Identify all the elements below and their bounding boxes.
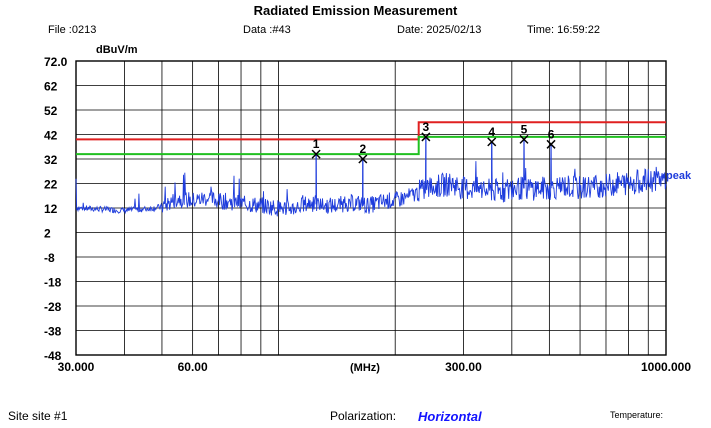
x-tick-label: 60.00 — [178, 360, 208, 374]
y-tick-label: -48 — [44, 349, 62, 363]
marker-group: 1 2 3 4 5 6 — [311, 120, 556, 205]
polarization-value: Horizontal — [418, 409, 482, 424]
y-tick-label: -8 — [44, 251, 55, 265]
marker-cross — [519, 134, 529, 144]
marker-label: 5 — [521, 122, 528, 136]
limit-line — [76, 121, 666, 141]
marker-cross — [487, 137, 497, 147]
file-label: File :0213 — [48, 24, 97, 36]
x-axis-unit: (MHz) — [350, 362, 380, 374]
polarization-label: Polarization: — [330, 409, 397, 423]
site-label: Site — [8, 409, 29, 423]
x-tick-label: 30.000 — [58, 360, 95, 374]
marker-label: 4 — [488, 125, 495, 139]
y-tick-label: -28 — [44, 300, 62, 314]
marker-label: 2 — [359, 142, 366, 156]
temperature-label: Temperature: — [610, 410, 664, 420]
marker-cross — [311, 149, 321, 159]
chart-title: Radiated Emission Measurement — [253, 3, 458, 18]
time-label: Time: 16:59:22 — [527, 24, 600, 36]
marker-label: 3 — [423, 120, 430, 134]
plot-frame — [75, 60, 667, 356]
y-axis-unit: dBuV/m — [96, 44, 138, 56]
site-value: site #1 — [32, 409, 68, 423]
data-label: Data :#43 — [243, 24, 291, 36]
y-tick-label: 12 — [44, 202, 58, 216]
y-tick-label: 52 — [44, 104, 58, 118]
y-tick-label: -38 — [44, 325, 62, 339]
marker-cross — [546, 139, 556, 149]
peak-trace — [75, 136, 667, 217]
date-label: Date: 2025/02/13 — [397, 24, 482, 36]
marker-cross — [421, 132, 431, 142]
x-tick-label: 1000.000 — [641, 360, 691, 374]
peak-trace-line — [75, 136, 667, 217]
y-tick-label: 32 — [44, 153, 58, 167]
marker-cross — [358, 154, 368, 164]
y-tick-label: 72.0 — [44, 55, 68, 69]
trace-name: peak — [666, 170, 692, 182]
y-tick-label: 62 — [44, 80, 58, 94]
y-tick-label: -18 — [44, 276, 62, 290]
chart-grid — [75, 60, 667, 356]
limit-line — [76, 135, 666, 156]
limit-lines — [76, 121, 666, 156]
y-tick-label: 2 — [44, 227, 51, 241]
y-tick-label: 42 — [44, 129, 58, 143]
x-tick-label: 300.00 — [445, 360, 482, 374]
y-tick-label: 22 — [44, 178, 58, 192]
marker-label: 1 — [313, 137, 320, 151]
marker-label: 6 — [548, 127, 555, 141]
